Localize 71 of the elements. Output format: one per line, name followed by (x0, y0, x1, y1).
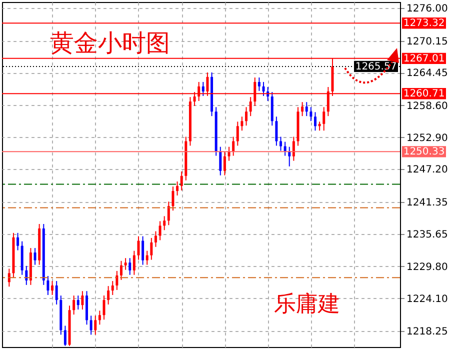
candlestick (128, 258, 132, 276)
ref-line-label: 1250.33 (403, 146, 445, 158)
candlestick (240, 116, 244, 132)
candlestick (284, 141, 286, 156)
candlestick (132, 250, 136, 276)
candlestick (314, 112, 316, 132)
candlestick (249, 96, 252, 117)
candlestick (8, 268, 10, 288)
candlestick (111, 280, 114, 296)
candlestick (150, 237, 153, 260)
candlestick (322, 106, 326, 132)
y-tick-label: 1224.10 (406, 294, 448, 305)
candlestick (158, 220, 162, 241)
candlestick (280, 136, 282, 152)
y-tick-label: 1241.35 (406, 197, 448, 208)
annotation: 黄金小时图 (50, 29, 170, 57)
candlestick (81, 290, 84, 310)
candlestick (137, 236, 140, 260)
candlestick (51, 280, 54, 296)
candlestick (94, 315, 97, 336)
candlestick (116, 270, 118, 290)
y-tick-label: 1229.80 (406, 262, 448, 273)
candlestick (34, 248, 36, 266)
candlestick (124, 258, 127, 270)
candlestick (232, 136, 235, 156)
y-tick-label: 1258.60 (406, 100, 448, 112)
candlestick (102, 295, 106, 320)
y-tick-label: 1247.20 (406, 164, 448, 176)
candlestick (163, 216, 166, 231)
y-tick-label: 1276.00 (406, 4, 448, 15)
candlestick (223, 151, 226, 176)
candlestick (219, 146, 222, 176)
candlestick (236, 121, 239, 146)
ref-line-label: 1265.57 (355, 61, 397, 72)
ref-line-label: 1273.32 (403, 18, 445, 30)
candlestick (154, 230, 157, 248)
candlestick (176, 180, 179, 196)
candlestick (120, 260, 122, 280)
candlestick (202, 81, 204, 96)
candlestick (301, 102, 304, 117)
candlestick (142, 236, 144, 266)
y-tick-label: 1270.15 (406, 36, 448, 48)
candlestick (146, 250, 148, 266)
candlestick (167, 201, 170, 226)
y-tick-label: 1252.90 (406, 132, 448, 144)
ref-line-label: 1260.71 (403, 88, 445, 100)
candlestick (275, 116, 278, 146)
candlestick (72, 295, 76, 316)
candlestick (55, 280, 58, 306)
candlestick (262, 81, 265, 96)
annotation: 乐庸建 (274, 292, 340, 317)
candlestick (16, 232, 20, 251)
candlestick (107, 286, 110, 306)
y-tick-label: 1235.65 (406, 229, 448, 240)
candlestick (228, 146, 230, 162)
ref-line-label: 1267.01 (403, 53, 445, 64)
y-tick-label: 1218.25 (406, 326, 448, 338)
candlestick (245, 106, 248, 126)
candlestick (46, 275, 50, 296)
candlestick (292, 136, 295, 162)
y-tick-label: 1264.45 (406, 68, 448, 80)
candlestick (172, 186, 174, 212)
candlestick (98, 310, 101, 326)
candlestick (90, 315, 92, 336)
candlestick (258, 76, 260, 92)
candlestick (305, 102, 308, 117)
candlestick (288, 146, 291, 167)
candlestick (310, 106, 312, 122)
candlestick (180, 170, 183, 191)
candlestick (76, 295, 80, 310)
candlestick (64, 325, 66, 346)
